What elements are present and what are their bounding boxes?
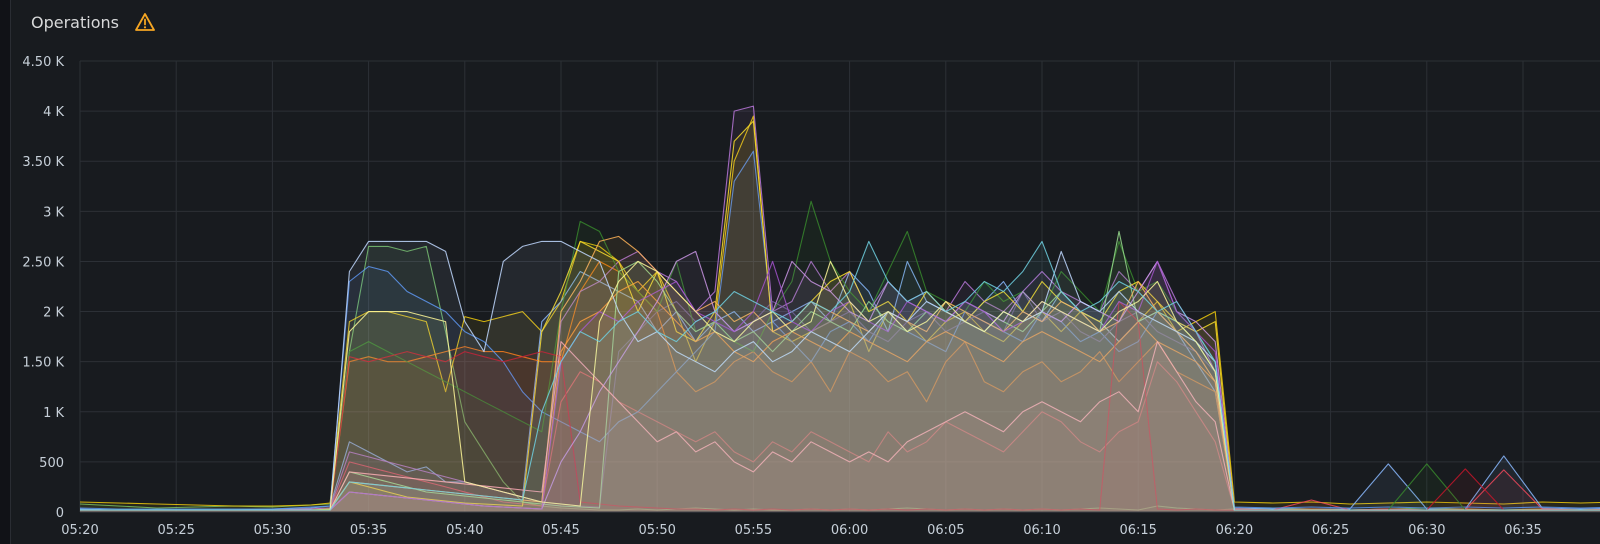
x-tick-label: 05:35 xyxy=(350,523,387,538)
series-line xyxy=(80,260,1600,511)
x-tick-label: 06:00 xyxy=(831,523,868,538)
x-tick-label: 06:20 xyxy=(1216,523,1253,538)
y-tick-label: 500 xyxy=(39,456,64,471)
series-area xyxy=(80,261,1600,512)
y-tick-label: 4.50 K xyxy=(22,55,64,70)
series-area xyxy=(80,261,1600,512)
x-tick-label: 06:30 xyxy=(1408,523,1445,538)
x-tick-label: 05:30 xyxy=(254,523,291,538)
series-area xyxy=(80,261,1600,512)
series-line xyxy=(80,240,1600,511)
series-area xyxy=(80,201,1600,512)
y-tick-label: 2 K xyxy=(43,306,64,321)
y-tick-label: 0 xyxy=(56,506,64,521)
y-tick-label: 3 K xyxy=(43,205,64,220)
panel-header: Operations xyxy=(31,10,155,34)
x-tick-label: 06:35 xyxy=(1504,523,1541,538)
series-area xyxy=(80,361,1600,512)
x-tick-label: 06:15 xyxy=(1119,523,1156,538)
series-area xyxy=(80,151,1600,512)
series-line xyxy=(80,341,1600,511)
series-area xyxy=(80,241,1600,512)
x-tick-label: 06:10 xyxy=(1023,523,1060,538)
series-area xyxy=(80,341,1600,512)
series-area xyxy=(80,291,1600,512)
x-tick-label: 05:20 xyxy=(61,523,98,538)
x-tick-label: 06:25 xyxy=(1312,523,1349,538)
warning-icon[interactable] xyxy=(135,12,155,32)
y-tick-label: 1.50 K xyxy=(22,356,64,371)
y-tick-label: 2.50 K xyxy=(22,255,64,270)
x-tick-label: 05:50 xyxy=(638,523,675,538)
x-tick-label: 06:05 xyxy=(927,523,964,538)
series-area xyxy=(80,281,1600,512)
series-area xyxy=(80,261,1600,512)
x-tick-label: 05:55 xyxy=(735,523,772,538)
y-tick-label: 1 K xyxy=(43,406,64,421)
x-tick-label: 05:25 xyxy=(157,523,194,538)
y-tick-label: 3.50 K xyxy=(22,155,64,170)
series-line xyxy=(80,361,1600,511)
x-tick-label: 05:40 xyxy=(446,523,483,538)
series-line xyxy=(80,300,1600,511)
series-area xyxy=(80,251,1600,512)
y-tick-label: 4 K xyxy=(43,105,64,120)
series-area xyxy=(80,301,1600,512)
x-tick-label: 05:45 xyxy=(542,523,579,538)
operations-panel: Operations xyxy=(10,0,1600,544)
panel-title[interactable]: Operations xyxy=(31,12,119,32)
